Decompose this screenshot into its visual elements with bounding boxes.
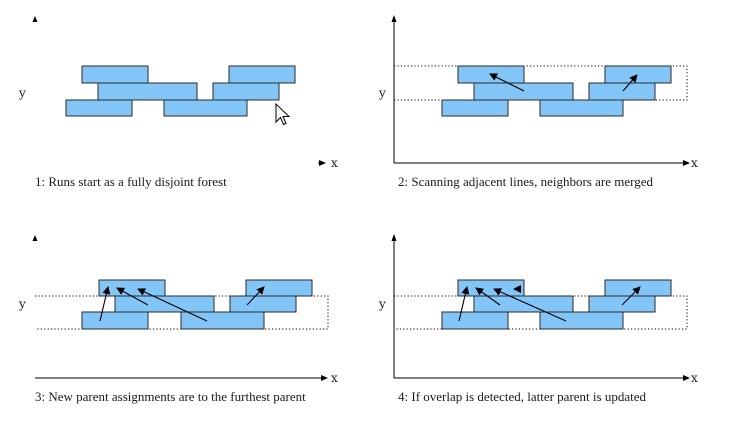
panel-1-caption: 1: Runs start as a fully disjoint forest bbox=[35, 174, 227, 189]
panel-3-parent-arrow-4 bbox=[246, 286, 265, 306]
run-middle-right bbox=[588, 82, 656, 101]
panel-3: y x 3: New parent assignments are to the… bbox=[18, 235, 338, 404]
panel-4-y-axis-arrowhead bbox=[391, 234, 397, 241]
panel-2-caption: 2: Scanning adjacent lines, neighbors ar… bbox=[398, 174, 653, 189]
panel-4-x-axis-arrowhead bbox=[683, 375, 690, 381]
run-middle-left bbox=[114, 295, 215, 313]
panel-4-updated-parent-marker bbox=[513, 285, 521, 293]
run-bottom-right bbox=[180, 311, 265, 330]
panel-4-parent-arrow-2 bbox=[475, 287, 501, 306]
run-bottom-left bbox=[65, 99, 133, 117]
run-top-right bbox=[604, 65, 672, 84]
run-bottom-right bbox=[163, 99, 248, 117]
mouse-cursor-icon bbox=[275, 102, 291, 126]
run-top-right bbox=[228, 65, 296, 84]
run-middle-left bbox=[97, 82, 198, 101]
panel-2-merge-arrow-right bbox=[622, 74, 638, 92]
panel-3-x-axis-arrowhead bbox=[321, 375, 328, 381]
panel-1-y-axis-arrowhead bbox=[32, 16, 38, 22]
panel-3-y-label: y bbox=[18, 297, 26, 311]
panel-3-parent-arrow-3 bbox=[137, 288, 208, 322]
panel-4: y x 4: If overlap is detected, latter pa… bbox=[378, 234, 698, 404]
panel-4-x-label: x bbox=[691, 371, 698, 385]
panel-3-caption: 3: New parent assignments are to the fur… bbox=[35, 389, 306, 404]
run-middle-right bbox=[212, 82, 280, 101]
panel-3-x-label: x bbox=[331, 371, 338, 385]
run-middle-left bbox=[473, 82, 574, 101]
panel-4-caption: 4: If overlap is detected, latter parent… bbox=[398, 389, 646, 404]
panel-2-y-axis-arrowhead bbox=[391, 15, 397, 22]
run-middle-left bbox=[473, 295, 574, 313]
run-top-left bbox=[98, 279, 166, 297]
run-top-left bbox=[81, 65, 149, 84]
panel-4-parent-arrow-1 bbox=[458, 286, 470, 322]
panel-2-y-label: y bbox=[378, 86, 386, 100]
run-bottom-right bbox=[539, 311, 624, 330]
panel-4-parent-arrow-3 bbox=[493, 288, 567, 322]
run-bottom-left bbox=[81, 311, 149, 330]
run-top-right bbox=[604, 279, 672, 297]
run-bottom-left bbox=[441, 311, 509, 330]
panel-2-x-axis-arrowhead bbox=[683, 160, 690, 166]
panel-1-y-label: y bbox=[18, 86, 26, 100]
panel-4-y-label: y bbox=[378, 297, 386, 311]
panel-2-merge-arrow-left bbox=[489, 73, 525, 92]
panel-1: y x 1: Runs start as a fully disjoint fo… bbox=[18, 16, 338, 189]
run-middle-right bbox=[588, 295, 656, 313]
panel-3-parent-arrow-2 bbox=[116, 287, 149, 306]
panel-1-x-label: x bbox=[331, 156, 338, 170]
panel-3-parent-arrow-1 bbox=[99, 286, 111, 322]
panel-4-parent-arrow-4 bbox=[621, 286, 641, 306]
run-bottom-left bbox=[441, 99, 509, 117]
panel-2: y x 2: Scanning adjacent lines, neighbor… bbox=[378, 15, 698, 189]
run-middle-right bbox=[229, 295, 297, 313]
panel-3-y-axis-arrowhead bbox=[32, 235, 38, 241]
panel-2-x-label: x bbox=[691, 156, 698, 170]
panel-1-x-axis-arrowhead bbox=[319, 160, 326, 166]
run-top-left bbox=[457, 279, 525, 297]
run-bottom-right bbox=[539, 99, 624, 117]
run-top-right bbox=[245, 279, 313, 297]
